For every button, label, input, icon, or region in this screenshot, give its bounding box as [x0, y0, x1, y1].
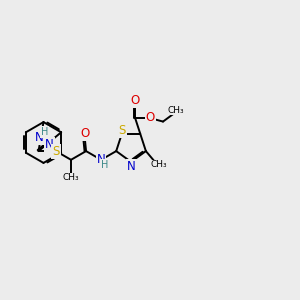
Text: S: S	[118, 124, 126, 136]
Text: H: H	[41, 127, 49, 137]
Text: N: N	[34, 131, 43, 144]
Text: CH₃: CH₃	[63, 173, 79, 182]
Text: S: S	[52, 145, 60, 158]
Text: N: N	[97, 153, 106, 166]
Text: N: N	[127, 160, 136, 173]
Text: O: O	[146, 112, 155, 124]
Text: O: O	[130, 94, 140, 107]
Text: N: N	[45, 138, 54, 151]
Text: H: H	[101, 160, 108, 170]
Text: CH₃: CH₃	[150, 160, 167, 169]
Text: O: O	[80, 127, 89, 140]
Text: CH₃: CH₃	[168, 106, 184, 115]
